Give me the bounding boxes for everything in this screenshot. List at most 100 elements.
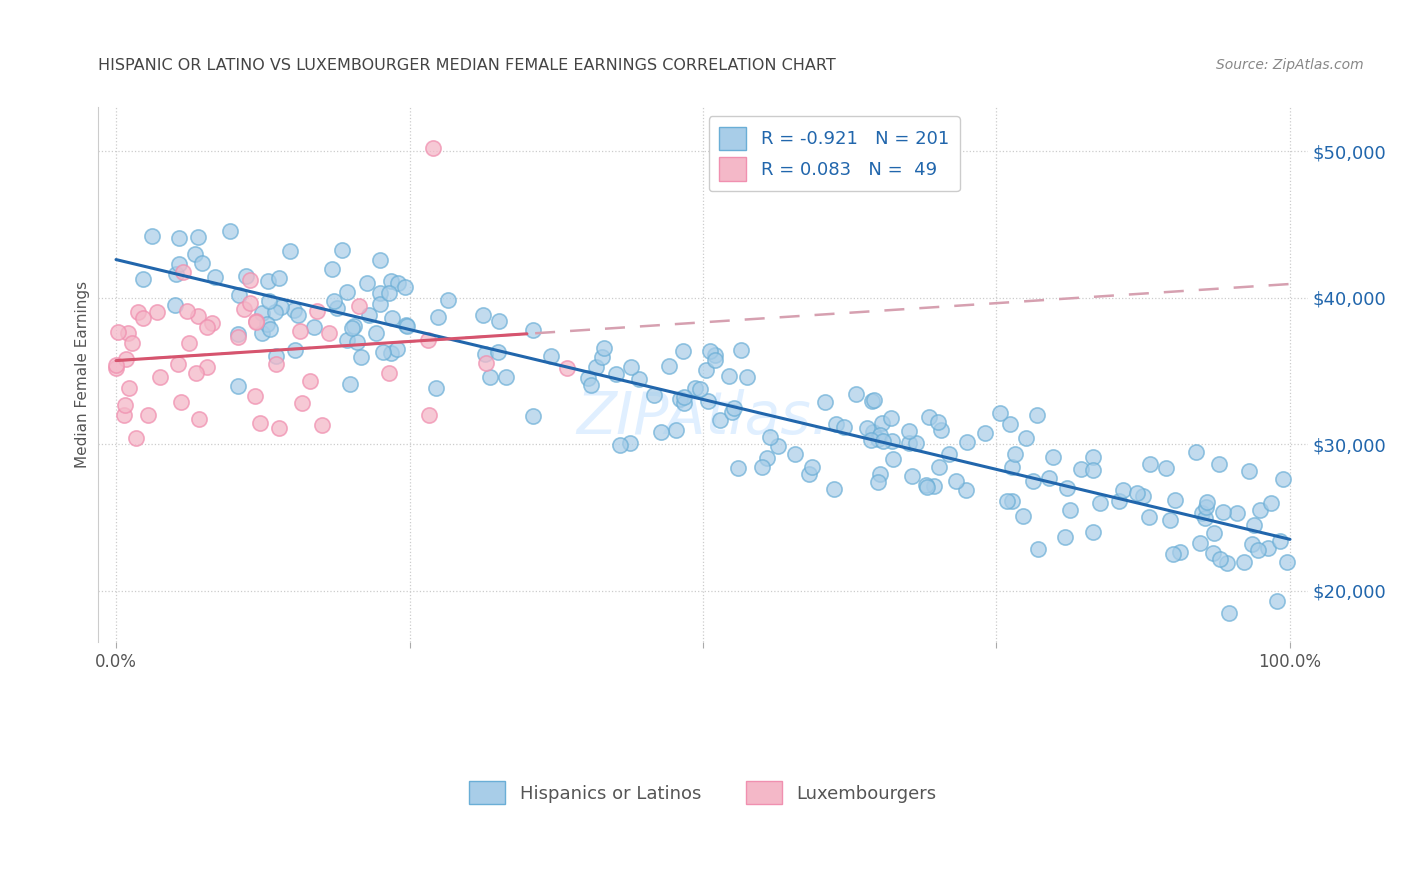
Point [284, 343, 307, 357]
Point [1184, 445, 1206, 459]
Point [105, 361, 128, 376]
Point [117, 326, 139, 340]
Point [1208, 458, 1230, 472]
Point [695, 363, 717, 377]
Point [1014, 431, 1036, 445]
Point [1212, 505, 1234, 519]
Point [973, 426, 995, 441]
Point [628, 372, 651, 386]
Point [330, 243, 353, 257]
Point [1088, 495, 1111, 509]
Point [472, 308, 495, 322]
Point [256, 317, 278, 331]
Point [132, 310, 155, 325]
Point [336, 285, 359, 299]
Point [395, 319, 418, 334]
Point [704, 353, 727, 368]
Point [368, 297, 391, 311]
Point [737, 369, 759, 384]
Point [1070, 461, 1092, 475]
Point [1257, 541, 1279, 555]
Point [783, 447, 806, 461]
Point [988, 405, 1011, 419]
Point [239, 272, 262, 286]
Point [1260, 496, 1282, 510]
Point [1195, 500, 1218, 515]
Point [387, 276, 409, 290]
Point [250, 306, 273, 320]
Point [797, 467, 820, 481]
Text: Source: ZipAtlas.com: Source: ZipAtlas.com [1216, 58, 1364, 72]
Point [1081, 463, 1104, 477]
Point [167, 357, 190, 371]
Point [759, 430, 782, 444]
Point [591, 350, 613, 364]
Point [323, 293, 346, 308]
Point [249, 416, 271, 430]
Point [368, 285, 391, 300]
Point [1164, 493, 1187, 508]
Y-axis label: Median Female Earnings: Median Female Earnings [75, 281, 90, 468]
Point [385, 342, 408, 356]
Point [1243, 518, 1265, 533]
Point [204, 269, 226, 284]
Point [177, 336, 200, 351]
Point [1081, 450, 1104, 464]
Point [522, 409, 544, 424]
Point [650, 425, 672, 439]
Point [868, 475, 890, 489]
Point [998, 417, 1021, 431]
Point [474, 347, 496, 361]
Point [371, 345, 394, 359]
Point [915, 480, 938, 494]
Point [380, 274, 402, 288]
Point [172, 265, 194, 279]
Text: ZIPAtlas.: ZIPAtlas. [576, 389, 830, 446]
Point [898, 424, 921, 438]
Point [170, 394, 193, 409]
Point [288, 324, 311, 338]
Point [1159, 513, 1181, 527]
Point [195, 359, 218, 374]
Point [1233, 555, 1256, 569]
Point [1001, 493, 1024, 508]
Point [945, 475, 967, 489]
Point [311, 417, 333, 432]
Point [1154, 461, 1177, 475]
Point [593, 341, 616, 355]
Point [395, 318, 418, 332]
Point [366, 326, 388, 341]
Point [751, 459, 773, 474]
Point [131, 272, 153, 286]
Point [1226, 506, 1249, 520]
Point [1191, 506, 1213, 520]
Point [350, 350, 373, 364]
Point [219, 224, 242, 238]
Point [825, 417, 848, 431]
Point [1265, 594, 1288, 608]
Point [1240, 537, 1263, 551]
Point [709, 413, 731, 427]
Point [1137, 509, 1160, 524]
Point [343, 319, 366, 334]
Point [756, 450, 779, 465]
Point [1081, 524, 1104, 539]
Point [121, 335, 143, 350]
Point [195, 320, 218, 334]
Point [665, 423, 688, 437]
Point [267, 421, 290, 435]
Point [287, 308, 309, 322]
Point [479, 369, 502, 384]
Point [669, 392, 692, 406]
Point [1268, 534, 1291, 549]
Point [418, 408, 440, 422]
Point [257, 294, 280, 309]
Point [1275, 555, 1298, 569]
Point [1108, 493, 1130, 508]
Point [105, 358, 128, 372]
Point [125, 431, 148, 445]
Point [321, 261, 343, 276]
Point [862, 425, 884, 440]
Point [697, 393, 720, 408]
Text: HISPANIC OR LATINO VS LUXEMBOURGER MEDIAN FEMALE EARNINGS CORRELATION CHART: HISPANIC OR LATINO VS LUXEMBOURGER MEDIA… [98, 58, 837, 73]
